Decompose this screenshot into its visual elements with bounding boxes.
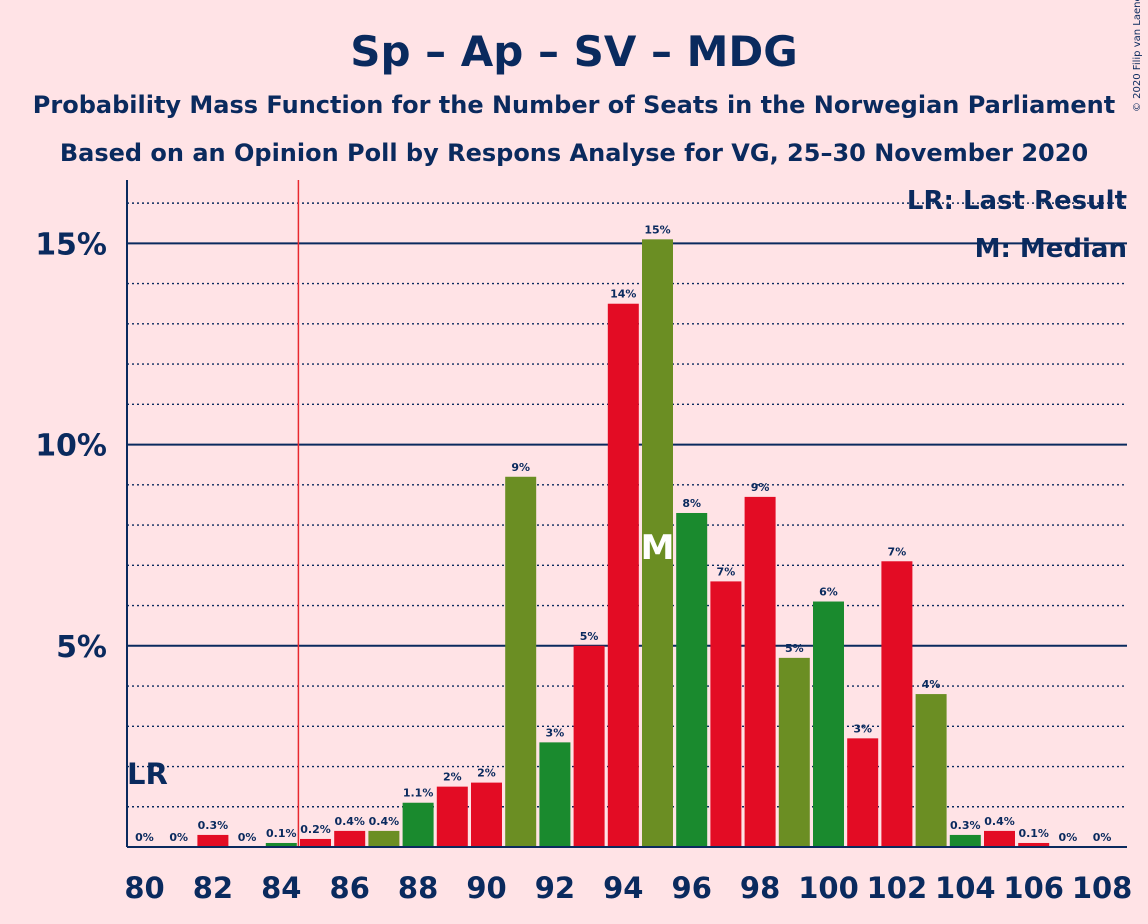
bar-label-87: 0.4% xyxy=(369,815,400,828)
bars xyxy=(197,239,1050,847)
bar-label-95: 15% xyxy=(644,223,670,236)
bar-91 xyxy=(505,476,537,847)
bar-label-108: 0% xyxy=(1093,831,1112,844)
bar-106 xyxy=(1018,842,1050,847)
bar-84 xyxy=(265,842,297,847)
bar-label-91: 9% xyxy=(511,461,530,474)
bar-label-92: 3% xyxy=(546,726,565,739)
chart-subtitle-line2: Based on an Opinion Poll by Respons Anal… xyxy=(60,139,1088,167)
x-tick-label: 88 xyxy=(398,871,438,905)
bar-label-97: 7% xyxy=(717,565,736,578)
bar-85 xyxy=(300,838,331,847)
x-tick-label: 102 xyxy=(867,871,928,905)
legend-median: M: Median xyxy=(975,234,1127,264)
bar-101 xyxy=(847,738,879,847)
bar-label-90: 2% xyxy=(477,767,496,780)
x-tick-label: 90 xyxy=(466,871,506,905)
bar-97 xyxy=(710,581,742,847)
bar-label-80: 0% xyxy=(135,831,154,844)
legend-last-result: LR: Last Result xyxy=(907,186,1127,216)
x-tick-label: 108 xyxy=(1072,871,1133,905)
bar-label-105: 0.4% xyxy=(984,815,1015,828)
x-tick-label: 86 xyxy=(330,871,370,905)
bar-label-86: 0.4% xyxy=(334,815,365,828)
bar-label-84: 0.1% xyxy=(266,827,297,840)
y-tick-label: 15% xyxy=(35,227,107,262)
x-tick-label: 98 xyxy=(740,871,780,905)
bar-label-107: 0% xyxy=(1059,831,1078,844)
last-result-marker: LR xyxy=(127,757,168,791)
bar-100 xyxy=(813,601,844,847)
bar-label-93: 5% xyxy=(580,630,599,643)
chart-subtitle-line1: Probability Mass Function for the Number… xyxy=(33,91,1115,119)
bar-95 xyxy=(642,239,673,847)
x-tick-label: 94 xyxy=(603,871,643,905)
bar-89 xyxy=(436,786,468,847)
y-axis-ticks: 5% 10% 15% xyxy=(35,227,107,664)
bar-105 xyxy=(984,830,1015,847)
bar-88 xyxy=(402,802,434,847)
y-tick-label: 5% xyxy=(56,630,107,665)
x-tick-label: 96 xyxy=(672,871,712,905)
bar-92 xyxy=(539,742,571,847)
x-tick-label: 106 xyxy=(1003,871,1064,905)
bar-label-100: 6% xyxy=(819,586,838,599)
bar-99 xyxy=(778,657,810,847)
x-tick-label: 92 xyxy=(535,871,575,905)
bar-87 xyxy=(368,830,400,847)
x-tick-label: 84 xyxy=(261,871,301,905)
bar-94 xyxy=(607,303,639,847)
copyright-notice: © 2020 Filip van Laenen xyxy=(1132,0,1143,112)
x-tick-label: 82 xyxy=(193,871,233,905)
bar-102 xyxy=(881,561,913,847)
x-tick-label: 100 xyxy=(798,871,859,905)
bar-label-99: 5% xyxy=(785,642,804,655)
bar-103 xyxy=(915,694,947,847)
bar-label-103: 4% xyxy=(922,678,941,691)
bar-93 xyxy=(573,645,605,847)
bar-label-83: 0% xyxy=(238,831,257,844)
bar-label-98: 9% xyxy=(751,481,770,494)
bar-96 xyxy=(676,512,708,847)
bar-value-labels: 0% 0%0.3%0% 0.1% 0.2%0.4% 0.4%1.1%2% 2%9%3%5%… xyxy=(135,223,1111,844)
bar-98 xyxy=(744,496,776,847)
bar-86 xyxy=(334,830,366,847)
bar-label-96: 8% xyxy=(682,497,701,510)
x-axis-ticks: 80 82 84 86 88 90 92 94 96 98 100 102 104 106 108 xyxy=(124,871,1132,905)
bar-label-88: 1.1% xyxy=(403,787,434,800)
y-tick-label: 10% xyxy=(35,429,107,464)
bar-label-85: 0.2% xyxy=(300,823,331,836)
bar-label-81: 0% xyxy=(169,831,188,844)
bar-82 xyxy=(197,834,229,847)
bar-104 xyxy=(949,834,981,847)
bar-label-106: 0.1% xyxy=(1018,827,1049,840)
bar-label-102: 7% xyxy=(888,545,907,558)
bar-label-89: 2% xyxy=(443,771,462,784)
x-tick-label: 80 xyxy=(124,871,164,905)
median-marker: M xyxy=(641,528,675,568)
bar-label-94: 14% xyxy=(610,288,636,301)
bar-label-104: 0.3% xyxy=(950,819,981,832)
x-tick-label: 104 xyxy=(935,871,996,905)
bar-label-101: 3% xyxy=(853,722,872,735)
bar-label-82: 0.3% xyxy=(198,819,229,832)
bar-90 xyxy=(471,782,502,847)
chart-title: Sp – Ap – SV – MDG xyxy=(350,27,798,76)
